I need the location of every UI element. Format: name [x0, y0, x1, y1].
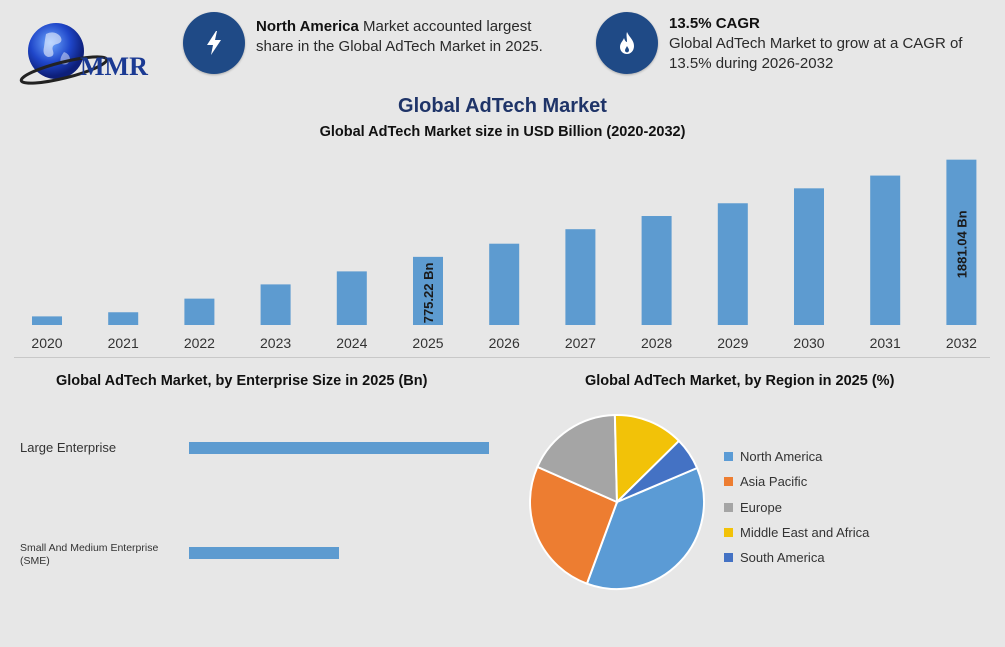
x-tick-2032: 2032 [946, 335, 977, 351]
x-tick-2021: 2021 [108, 335, 139, 351]
info-card-2-line2: 13.5% during 2026-2032 [669, 55, 834, 72]
bar-2022 [184, 298, 215, 325]
legend-item-middle-east-and-africa: Middle East and Africa [724, 520, 869, 545]
data-label-2032: 1881.04 Bn [954, 210, 969, 278]
bar-2029 [717, 203, 748, 325]
x-tick-2025: 2025 [412, 335, 443, 351]
bar-2025 [413, 256, 443, 325]
legend-label-asia-pacific: Asia Pacific [740, 474, 808, 490]
bar-chart-title: Global AdTech Market size in USD Billion… [319, 124, 686, 140]
market-size-bar-chart: 2020 2021 2022 2023 2024 2025 775.22 Bn 2026 202… [31, 159, 977, 351]
mmr-logo: MMR [18, 18, 153, 86]
globe-icon [19, 23, 109, 85]
legend-item-south-america: South America [724, 545, 869, 570]
legend-label-europe: Europe [740, 499, 782, 515]
bar-2028 [641, 216, 672, 325]
hbar-label-sme-line1: Small And Medium Enterprise [20, 542, 159, 554]
bar-2024 [336, 271, 367, 325]
region-legend: North America Asia Pacific Europe Middle Ea… [724, 444, 869, 570]
hbar-sme [189, 547, 339, 559]
x-tick-2023: 2023 [260, 335, 291, 351]
data-label-2025: 775.22 Bn [421, 263, 436, 324]
info-card-1-bold: North America [256, 18, 359, 35]
hbar-label-large-enterprise-line: Large Enterprise [20, 440, 117, 455]
legend-label-north-america: North America [740, 449, 823, 465]
page-title: Global AdTech Market [398, 95, 607, 117]
enterprise-chart-title: Global AdTech Market, by Enterprise Size… [56, 373, 428, 389]
legend-swatch-north-america [724, 452, 733, 462]
region-chart-title: Global AdTech Market, by Region in 2025 … [585, 373, 895, 389]
bar-2020 [32, 316, 62, 325]
pie-slice-europe [536, 414, 619, 504]
x-tick-2024: 2024 [336, 335, 367, 351]
bar-2031 [870, 175, 901, 325]
x-tick-2031: 2031 [870, 335, 901, 351]
legend-item-north-america: North America [724, 444, 869, 469]
pie-slice-asia-pacific [529, 465, 619, 585]
info-card-2-line1: Global AdTech Market to grow at a CAGR o… [669, 35, 963, 52]
info-card-2-bold: 13.5% CAGR [669, 15, 760, 32]
x-tick-2026: 2026 [489, 335, 520, 351]
info-card-1-line1: Market accounted largest [358, 18, 532, 35]
pie-slice-middle-east-and-africa [613, 414, 681, 505]
x-tick-2020: 2020 [31, 335, 62, 351]
x-tick-2028: 2028 [641, 335, 672, 351]
legend-label-south-america: South America [740, 550, 825, 566]
bar-2030 [794, 188, 824, 325]
hbar-label-sme-line2: (SME) [20, 555, 50, 567]
x-tick-2030: 2030 [793, 335, 824, 351]
x-tick-2022: 2022 [184, 335, 215, 351]
legend-swatch-middle-east-and-africa [724, 528, 733, 538]
info-card-north-america: North America Market accounted largest s… [256, 17, 543, 57]
legend-label-middle-east-and-africa: Middle East and Africa [740, 525, 870, 541]
lightning-icon [183, 12, 245, 74]
hbar-large-enterprise [189, 442, 489, 454]
bar-2026 [489, 243, 520, 325]
legend-swatch-europe [724, 502, 733, 512]
legend-swatch-south-america [724, 553, 733, 563]
bar-2027 [565, 229, 596, 325]
legend-swatch-asia-pacific [724, 477, 733, 487]
region-pie-chart [529, 414, 705, 590]
pie-slice-north-america [585, 466, 705, 590]
info-card-1-line2: share in the Global AdTech Market in 202… [256, 38, 543, 55]
section-divider [14, 357, 990, 358]
hbar-label-large-enterprise: Large Enterprise [20, 440, 116, 455]
logo-text: MMR [80, 52, 148, 81]
x-tick-2027: 2027 [565, 335, 596, 351]
bar-2021 [108, 312, 139, 325]
pie-slice-south-america [616, 439, 699, 503]
legend-item-europe: Europe [724, 495, 869, 520]
legend-item-asia-pacific: Asia Pacific [724, 469, 869, 494]
bar-2032 [946, 159, 977, 325]
info-card-cagr: 13.5% CAGR Global AdTech Market to grow … [669, 14, 962, 74]
bar-2023 [260, 284, 291, 325]
x-tick-2029: 2029 [717, 335, 748, 351]
flame-icon [596, 12, 658, 74]
hbar-label-sme: Small And Medium Enterprise (SME) [20, 542, 158, 568]
